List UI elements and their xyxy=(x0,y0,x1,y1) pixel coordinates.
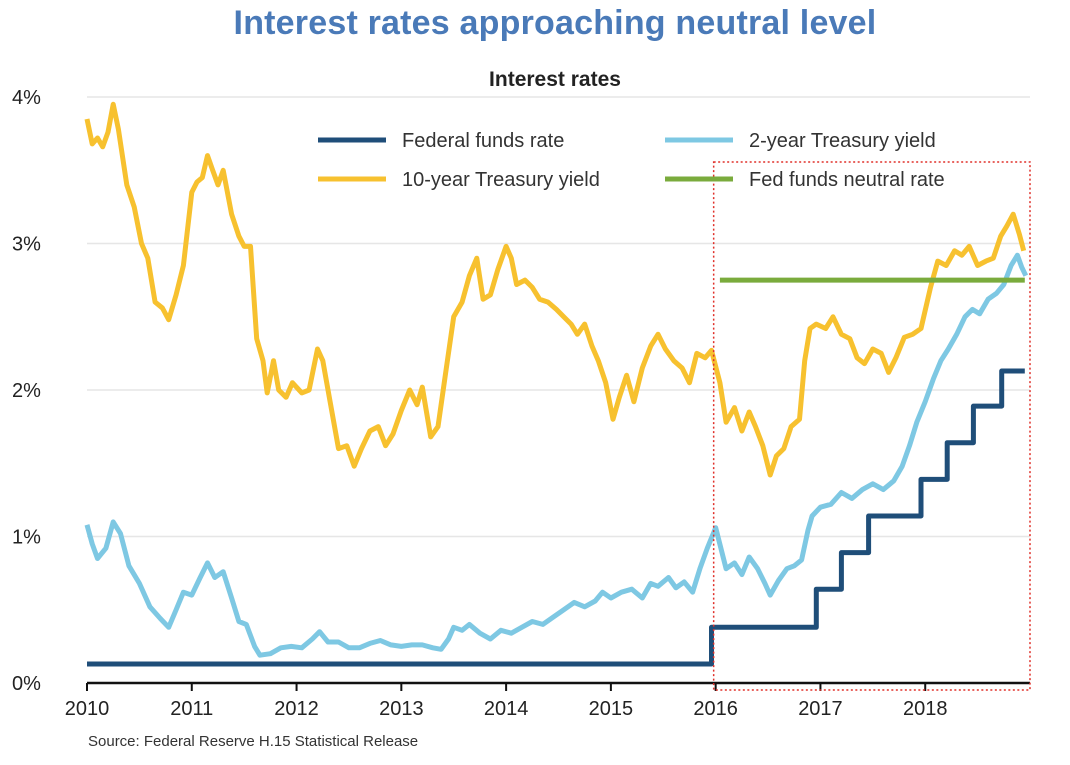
y-tick-label: 3% xyxy=(12,234,41,256)
x-tick-label: 2018 xyxy=(903,698,948,720)
y-tick-label: 0% xyxy=(12,673,41,695)
x-tick-label: 2015 xyxy=(589,698,634,720)
y-tick-label: 4% xyxy=(12,87,41,109)
2-year-treasury-yield-legend-label: 2-year Treasury yield xyxy=(749,130,936,152)
chart-title: Interest rates xyxy=(489,68,621,91)
x-tick-label: 2010 xyxy=(65,698,110,720)
x-axis-ticks: 2010 2011 2012 2013 2014 2015 2016 2017 2018 xyxy=(65,683,948,720)
x-tick-label: 2012 xyxy=(274,698,319,720)
y-tick-label: 1% xyxy=(12,527,41,549)
x-tick-label: 2016 xyxy=(693,698,738,720)
source-note: Source: Federal Reserve H.15 Statistical… xyxy=(88,733,418,750)
federal-funds-rate-legend-label: Federal funds rate xyxy=(402,130,564,152)
legend: Federal funds rate 2-year Treasury yield 1… xyxy=(318,130,945,191)
10-year-treasury-yield-legend-label: 10-year Treasury yield xyxy=(402,169,600,191)
federal-funds-rate-line xyxy=(87,368,1025,667)
overlay xyxy=(712,161,1031,691)
highlight-box xyxy=(712,161,1031,691)
headline: Interest rates approaching neutral level xyxy=(233,4,877,42)
x-tick-label: 2017 xyxy=(798,698,843,720)
x-tick-label: 2014 xyxy=(484,698,529,720)
10-year-treasury-yield-line xyxy=(84,101,1027,478)
fed-funds-neutral-rate-legend-label: Fed funds neutral rate xyxy=(749,169,945,191)
x-tick-label: 2013 xyxy=(379,698,424,720)
y-tick-label: 2% xyxy=(12,380,41,402)
series-lines xyxy=(84,101,1029,667)
2-year-treasury-yield-line xyxy=(84,252,1029,658)
y-axis-ticks: 0% 1% 2% 3% 4% xyxy=(12,87,41,695)
x-tick-label: 2011 xyxy=(170,698,213,720)
